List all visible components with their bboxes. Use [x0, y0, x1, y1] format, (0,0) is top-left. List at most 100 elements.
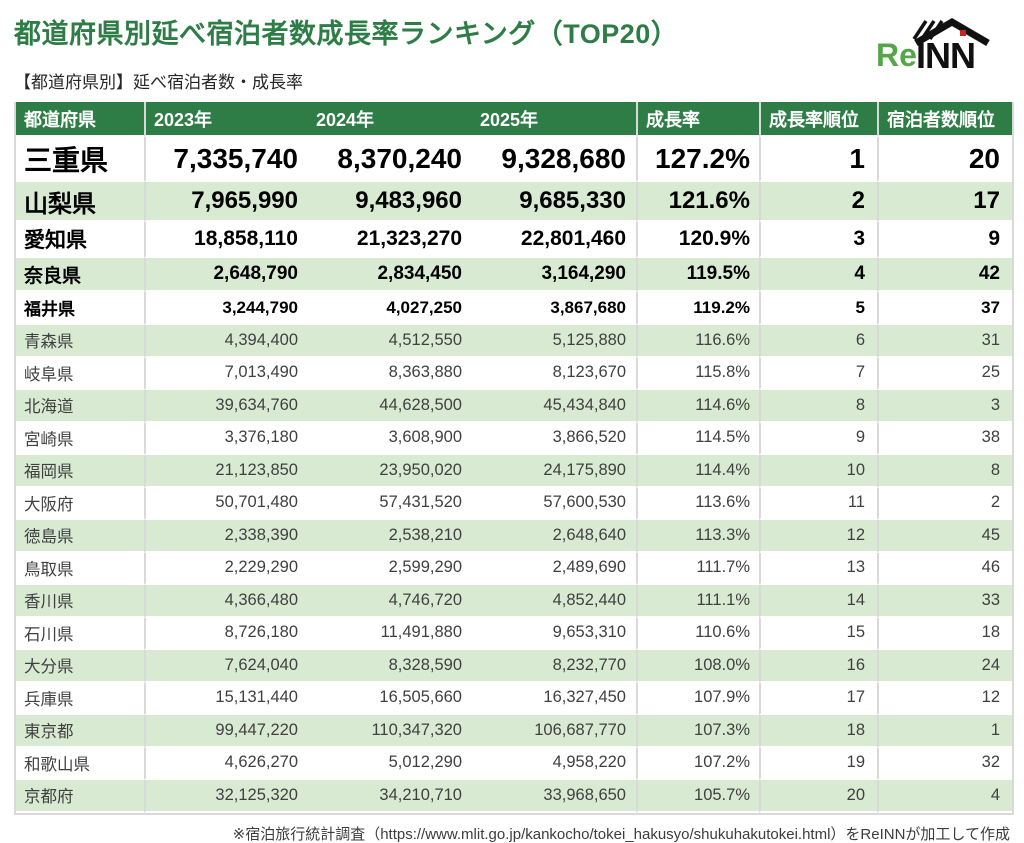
table-row: 愛知県 18,858,110 21,323,270 22,801,460 120.9% 3… — [16, 222, 1012, 258]
cell-2023-lodgers: 2,229,290 — [144, 552, 308, 585]
cell-lodgers-rank: 32 — [877, 747, 1012, 780]
cell-growth-rate: 114.4% — [636, 455, 759, 488]
cell-2023-lodgers: 99,447,220 — [144, 715, 308, 748]
cell-2024-lodgers: 8,363,880 — [308, 357, 472, 390]
table-row: 兵庫県 15,131,440 16,505,660 16,327,450 107.9% 1… — [16, 682, 1012, 715]
table-row: 三重県 7,335,740 8,370,240 9,328,680 127.2% 1 20 — [16, 137, 1012, 182]
house-roof-icon — [912, 17, 990, 47]
cell-lodgers-rank: 20 — [877, 137, 1012, 182]
table-row: 石川県 8,726,180 11,491,880 9,653,310 110.6% 15 1… — [16, 617, 1012, 650]
cell-prefecture: 香川県 — [16, 585, 144, 618]
table-row: 岐阜県 7,013,490 8,363,880 8,123,670 115.8% 7 25 — [16, 357, 1012, 390]
cell-prefecture: 鳥取県 — [16, 552, 144, 585]
cell-growth-rate: 108.0% — [636, 650, 759, 683]
cell-2024-lodgers: 5,012,290 — [308, 747, 472, 780]
logo-window-icon — [960, 30, 966, 36]
cell-2023-lodgers: 7,965,990 — [144, 182, 308, 222]
cell-2023-lodgers: 39,634,760 — [144, 390, 308, 423]
cell-growth-rank: 4 — [759, 258, 877, 292]
cell-prefecture: 東京都 — [16, 715, 144, 748]
cell-2025-lodgers: 4,852,440 — [472, 585, 636, 618]
cell-lodgers-rank: 37 — [877, 292, 1012, 325]
cell-growth-rate: 111.7% — [636, 552, 759, 585]
logo-text-inn: INN — [916, 35, 975, 74]
cell-2025-lodgers: 106,687,770 — [472, 715, 636, 748]
cell-2025-lodgers: 45,434,840 — [472, 390, 636, 423]
cell-2025-lodgers: 5,125,880 — [472, 325, 636, 358]
cell-growth-rank: 14 — [759, 585, 877, 618]
cell-2023-lodgers: 4,626,270 — [144, 747, 308, 780]
cell-2024-lodgers: 11,491,880 — [308, 617, 472, 650]
cell-2024-lodgers: 21,323,270 — [308, 222, 472, 258]
cell-2024-lodgers: 34,210,710 — [308, 780, 472, 813]
column-header-growth-rank: 成長率順位 — [759, 102, 877, 137]
cell-prefecture: 和歌山県 — [16, 747, 144, 780]
cell-2025-lodgers: 33,968,650 — [472, 780, 636, 813]
cell-lodgers-rank: 2 — [877, 487, 1012, 520]
column-header-2023: 2023年 — [144, 102, 308, 137]
cell-growth-rate: 105.7% — [636, 780, 759, 813]
table-row: 東京都 99,447,220 110,347,320 106,687,770 107.3… — [16, 715, 1012, 748]
table-header-row: 都道府県 2023年 2024年 2025年 成長率 成長率順位 宿泊者数順位 — [16, 102, 1012, 137]
cell-2023-lodgers: 15,131,440 — [144, 682, 308, 715]
reinn-logo: Re INN — [876, 17, 990, 74]
cell-growth-rate: 111.1% — [636, 585, 759, 618]
cell-lodgers-rank: 3 — [877, 390, 1012, 423]
cell-lodgers-rank: 9 — [877, 222, 1012, 258]
column-header-2025: 2025年 — [472, 102, 636, 137]
cell-2023-lodgers: 3,244,790 — [144, 292, 308, 325]
cell-2025-lodgers: 3,866,520 — [472, 422, 636, 455]
cell-2023-lodgers: 21,123,850 — [144, 455, 308, 488]
cell-2024-lodgers: 4,512,550 — [308, 325, 472, 358]
cell-2025-lodgers: 9,328,680 — [472, 137, 636, 182]
cell-2023-lodgers: 8,726,180 — [144, 617, 308, 650]
cell-lodgers-rank: 42 — [877, 258, 1012, 292]
column-header-growth-rate: 成長率 — [636, 102, 759, 137]
cell-lodgers-rank: 17 — [877, 182, 1012, 222]
cell-lodgers-rank: 31 — [877, 325, 1012, 358]
column-header-prefecture: 都道府県 — [16, 102, 144, 137]
cell-lodgers-rank: 33 — [877, 585, 1012, 618]
cell-lodgers-rank: 4 — [877, 780, 1012, 813]
cell-growth-rate: 116.6% — [636, 325, 759, 358]
page-subtitle: 【都道府県別】延べ宿泊者数・成長率 — [14, 73, 303, 92]
cell-growth-rank: 6 — [759, 325, 877, 358]
cell-2024-lodgers: 4,746,720 — [308, 585, 472, 618]
cell-growth-rank: 1 — [759, 137, 877, 182]
cell-2023-lodgers: 32,125,320 — [144, 780, 308, 813]
cell-growth-rate: 113.6% — [636, 487, 759, 520]
cell-2025-lodgers: 3,867,680 — [472, 292, 636, 325]
cell-growth-rank: 5 — [759, 292, 877, 325]
cell-prefecture: 青森県 — [16, 325, 144, 358]
cell-growth-rate: 121.6% — [636, 182, 759, 222]
cell-2024-lodgers: 110,347,320 — [308, 715, 472, 748]
cell-growth-rate: 110.6% — [636, 617, 759, 650]
cell-growth-rate: 107.3% — [636, 715, 759, 748]
cell-growth-rank: 11 — [759, 487, 877, 520]
cell-growth-rate: 119.5% — [636, 258, 759, 292]
cell-2024-lodgers: 2,834,450 — [308, 258, 472, 292]
cell-2023-lodgers: 7,335,740 — [144, 137, 308, 182]
cell-2025-lodgers: 2,489,690 — [472, 552, 636, 585]
cell-prefecture: 三重県 — [16, 137, 144, 182]
table-row: 福井県 3,244,790 4,027,250 3,867,680 119.2% 5 37 — [16, 292, 1012, 325]
cell-2025-lodgers: 24,175,890 — [472, 455, 636, 488]
cell-lodgers-rank: 8 — [877, 455, 1012, 488]
cell-prefecture: 福岡県 — [16, 455, 144, 488]
cell-2025-lodgers: 57,600,530 — [472, 487, 636, 520]
cell-2023-lodgers: 18,858,110 — [144, 222, 308, 258]
table-row: 京都府 32,125,320 34,210,710 33,968,650 105.7% 2… — [16, 780, 1012, 813]
cell-growth-rate: 114.6% — [636, 390, 759, 423]
column-header-lodgers-rank: 宿泊者数順位 — [877, 102, 1012, 137]
cell-prefecture: 福井県 — [16, 292, 144, 325]
cell-2025-lodgers: 3,164,290 — [472, 258, 636, 292]
cell-2025-lodgers: 22,801,460 — [472, 222, 636, 258]
cell-lodgers-rank: 25 — [877, 357, 1012, 390]
table-row: 鳥取県 2,229,290 2,599,290 2,489,690 111.7% 13 46 — [16, 552, 1012, 585]
table-header: 都道府県 2023年 2024年 2025年 成長率 成長率順位 宿泊者数順位 — [16, 102, 1012, 137]
cell-prefecture: 岐阜県 — [16, 357, 144, 390]
cell-prefecture: 徳島県 — [16, 520, 144, 553]
cell-2023-lodgers: 50,701,480 — [144, 487, 308, 520]
cell-growth-rate: 115.8% — [636, 357, 759, 390]
cell-growth-rank: 9 — [759, 422, 877, 455]
